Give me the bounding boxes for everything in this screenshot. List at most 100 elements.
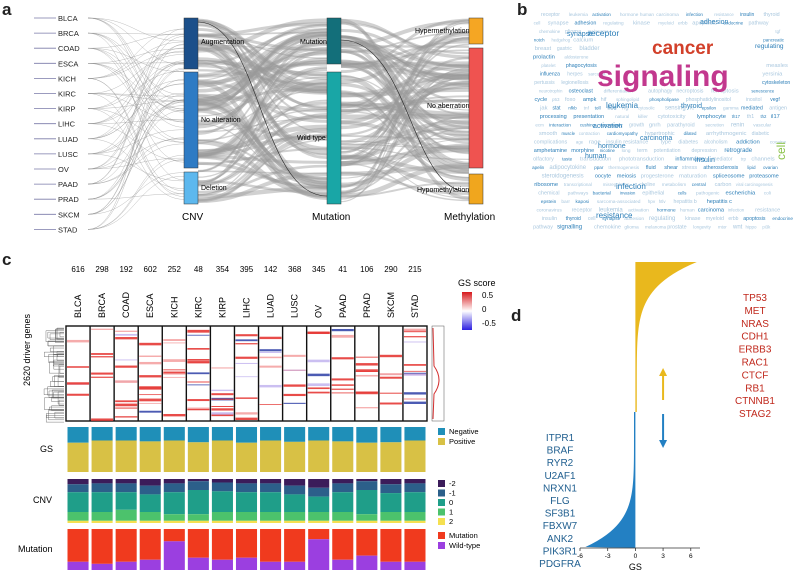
cloud-word: ampk [583, 97, 597, 103]
cloud-word-human: human [585, 153, 607, 160]
flow-cnv-mutation [197, 49, 328, 145]
count-label-stad: 215 [408, 265, 422, 274]
colorbar-tick: 0 [482, 305, 487, 314]
flow-cancer-cnv [87, 101, 185, 170]
flow-cnv-mutation [197, 60, 328, 92]
flow-cancer-cnv [87, 119, 185, 124]
cloud-word: tnf [584, 106, 590, 111]
cloud-word: complications [534, 140, 568, 146]
flow-mutation-methylation [340, 48, 470, 72]
heatmap-stripe [379, 402, 402, 405]
heatmap-stripe [283, 369, 306, 371]
cnv-bar-segment [356, 520, 378, 523]
column-label-esca: ESCA [145, 293, 155, 318]
mutation-bar-wildtype [211, 559, 233, 570]
gs-bar-negative [356, 427, 378, 443]
panel-letter-d: d [511, 306, 522, 325]
x-tick-label: 3 [661, 553, 665, 560]
heatmap-stripe [211, 389, 234, 392]
cloud-word: stat [553, 106, 562, 112]
bottom-gene-fbxw7: FBXW7 [543, 521, 578, 532]
cloud-word: th2 [760, 114, 767, 119]
dendrogram-branch [46, 415, 64, 423]
gs-bar-negative [67, 427, 89, 443]
cloud-word: coronavirus [536, 208, 562, 214]
heatmap-stripe [235, 376, 258, 378]
cnv-bar-segment [115, 483, 137, 493]
flow-cancer-cnv [87, 157, 185, 170]
flow-mutation-methylation [340, 60, 470, 77]
count-label-ov: 345 [312, 265, 326, 274]
heatmap-stripe [403, 328, 426, 332]
bottom-gene-flg: FLG [550, 496, 570, 507]
dendrogram-branch [51, 396, 64, 402]
flow-cancer-cnv [87, 105, 185, 155]
cnv-block-2 [183, 171, 199, 205]
cnv-bar-segment [115, 492, 137, 510]
cloud-word: mediator [712, 157, 732, 163]
heatmap-stripe [331, 328, 354, 332]
flow-mutation-methylation [340, 83, 470, 145]
methylation-state-no-aberration: No aberration [427, 103, 470, 110]
cloud-word: shear [664, 165, 678, 171]
mutation-bar-wildtype [260, 561, 282, 570]
heatmap-stripe [211, 413, 234, 417]
heatmap-stripe [235, 362, 258, 364]
count-label-kirp: 354 [216, 265, 230, 274]
heatmap-y-label: 2620 driver genes [22, 313, 32, 386]
column-label-prad: PRAD [362, 292, 372, 318]
cnv-bar-segment [187, 520, 209, 523]
cloud-word: sarcoma-associated [597, 199, 641, 205]
cloud-word: age [576, 140, 584, 145]
mutation-bar-mutation [211, 529, 233, 560]
cloud-word: cocaine [770, 140, 787, 146]
flow-cnv-mutation [197, 80, 328, 201]
flow-cnv-mutation [197, 33, 328, 103]
cnv-bar-segment [115, 509, 137, 521]
cloud-word: infection [686, 12, 704, 17]
flow-mutation-methylation [340, 95, 470, 112]
count-label-paad: 41 [338, 265, 347, 274]
flow-mutation-methylation [340, 22, 470, 203]
flow-mutation-methylation [340, 140, 470, 149]
negative-gs-area [585, 412, 636, 548]
cnv-bar-segment [356, 481, 378, 490]
cloud-word: natural [615, 114, 629, 119]
cloud-word: hedgehog [551, 38, 570, 43]
flow-cnv-mutation [197, 139, 328, 202]
cloud-word: chemokine [594, 225, 621, 231]
cloud-word: trp [741, 157, 747, 162]
flow-cnv-mutation [197, 113, 328, 196]
cloud-word: apoptosis [692, 21, 717, 27]
heatmap-stripe [283, 354, 306, 357]
cloud-word: diabetes [678, 140, 698, 146]
flow-mutation-methylation [340, 98, 470, 107]
flow-cnv-mutation [197, 101, 328, 157]
cnv-bar-segment [187, 514, 209, 521]
mutation-row-label: Mutation [18, 544, 53, 554]
heatmap-stripe [139, 355, 162, 358]
flow-cnv-mutation [197, 31, 328, 88]
column-label-kich: KICH [169, 296, 179, 318]
flow-cnv-mutation [197, 31, 328, 103]
bottom-gene-pdgfra: PDGFRA [539, 559, 581, 570]
heatmap-stripe [379, 354, 402, 358]
cloud-word: autophagy [648, 89, 673, 95]
cloud-word: killer [638, 114, 648, 120]
heatmap-stripe [259, 336, 282, 340]
cloud-word: gastric [557, 46, 572, 52]
mutation-bar-mutation [284, 529, 306, 562]
cloud-word: insulin [740, 12, 754, 18]
cloud-word-adhesion: adhesion [700, 19, 729, 26]
cloud-word: rage [589, 140, 602, 146]
heatmap-stripe [307, 331, 330, 334]
bottom-gene-nrxn1: NRXN1 [543, 483, 577, 494]
flow-cnv-mutation [197, 42, 328, 129]
count-label-prad: 106 [360, 265, 374, 274]
cancer-label-prad: PRAD [58, 195, 79, 204]
flow-cnv-mutation [197, 38, 328, 109]
flow-mutation-methylation [340, 80, 470, 167]
cloud-word: meiosis [617, 174, 636, 180]
cloud-word: platelet [541, 63, 556, 68]
